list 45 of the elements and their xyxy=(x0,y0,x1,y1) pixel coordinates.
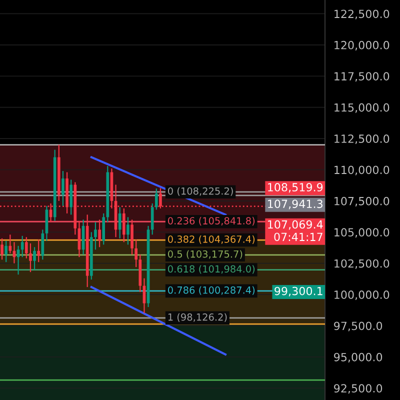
candlestick xyxy=(118,206,122,239)
annotation: 99,300.1 xyxy=(274,286,322,296)
candlestick xyxy=(29,242,32,273)
annotation: 107,941.3 xyxy=(268,200,322,210)
candlestick xyxy=(98,219,101,248)
candlestick xyxy=(94,222,97,250)
y-tick-label: 92,500.0 xyxy=(334,384,382,394)
ref-line-label: 1 (98,126.2) xyxy=(168,313,227,322)
ref-line-label: 0.786 (100,287.4) xyxy=(168,286,255,295)
ref-line-label: 0.618 (101,984.0) xyxy=(168,265,255,274)
y-tick-label: 112,500.0 xyxy=(334,134,390,144)
candlestick xyxy=(8,234,12,254)
y-tick-label: 107,500.0 xyxy=(334,196,390,206)
candlestick xyxy=(130,219,134,256)
candlestick xyxy=(24,236,28,259)
y-tick-label: 95,000.0 xyxy=(334,352,382,362)
candlestick xyxy=(150,202,154,236)
y-tick-label: 100,000.0 xyxy=(334,290,390,300)
annotation: 108,519.9 xyxy=(268,183,323,193)
y-tick-label: 102,500.0 xyxy=(334,259,390,269)
y-tick-label: 105,000.0 xyxy=(334,228,390,238)
candlestick xyxy=(4,240,8,263)
candlestick xyxy=(33,246,36,270)
candlestick xyxy=(41,229,44,260)
candlestick xyxy=(0,238,4,260)
candlestick xyxy=(62,170,64,206)
candlestick xyxy=(154,188,158,210)
candlestick xyxy=(37,239,40,263)
y-tick-label: 115,000.0 xyxy=(334,103,390,113)
ref-line-label: 0.5 (103,175.7) xyxy=(168,250,242,259)
candlestick xyxy=(134,239,138,268)
y-tick-label: 110,000.0 xyxy=(334,166,390,176)
candlestick xyxy=(20,235,24,258)
y-tick-label: 117,500.0 xyxy=(334,72,390,82)
ref-line-label: 0.382 (104,367.4) xyxy=(168,235,255,244)
y-tick-label: 97,500.0 xyxy=(334,322,382,332)
candlestick xyxy=(102,212,106,246)
ref-line-label: 0.236 (105,841.8) xyxy=(168,216,255,226)
candlestick xyxy=(126,216,130,246)
y-tick-label: 120,000.0 xyxy=(334,40,390,50)
ref-line-label: 0 (108,225.2) xyxy=(168,187,233,196)
annotation: 107,069.4 07:41:17 xyxy=(268,220,323,242)
y-tick-label: 122,500.0 xyxy=(334,10,390,20)
candlestick xyxy=(122,208,126,243)
candlestick xyxy=(70,179,73,216)
